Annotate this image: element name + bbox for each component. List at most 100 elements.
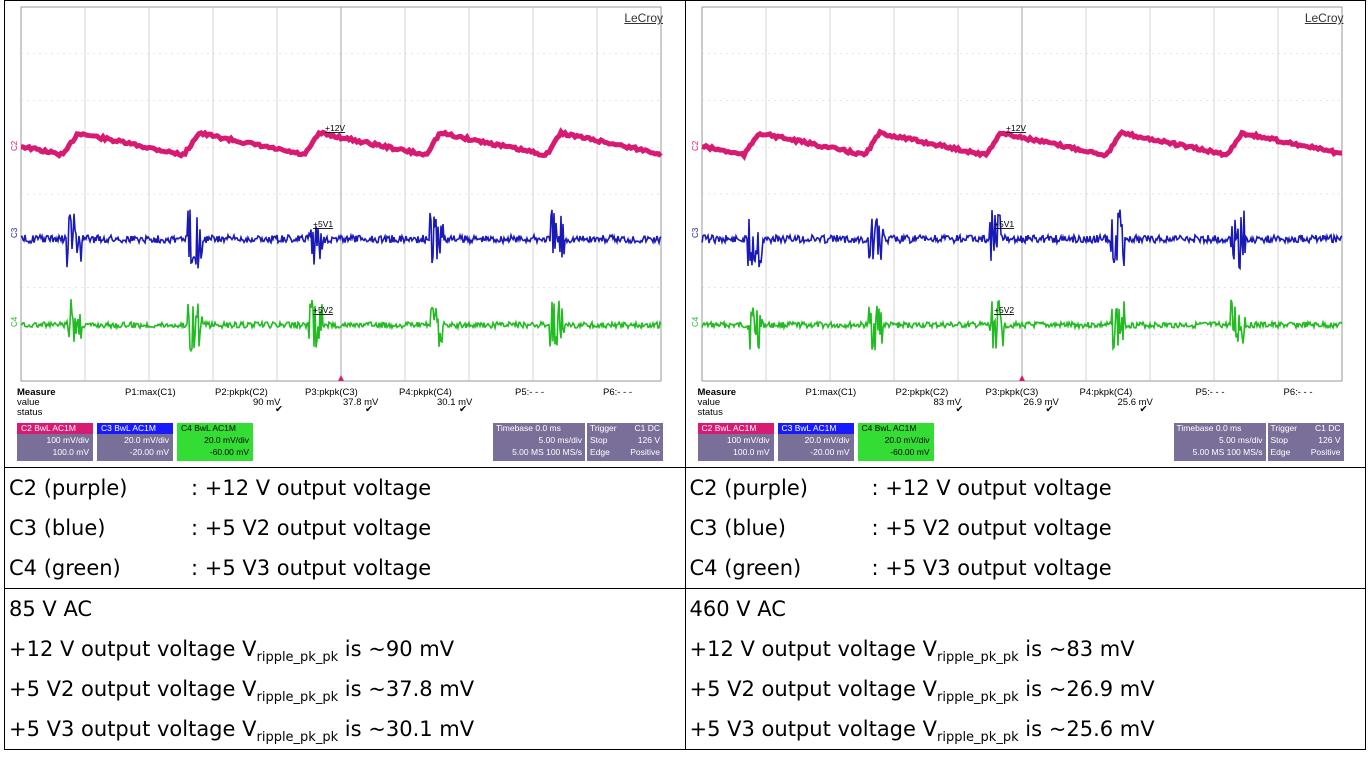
channel-scale: 20.0 mV/div	[884, 435, 930, 445]
trigger-marker	[338, 375, 344, 381]
ripple-subscript: ripple_pk_pk	[936, 650, 1019, 666]
measure-value: 25.6 mV	[1117, 397, 1153, 408]
legend-row: C4 (green) : +5 V3 output voltage	[686, 548, 1366, 588]
channel-marker: C2	[10, 140, 19, 151]
legend-channel: C4 (green)	[689, 556, 802, 580]
legend-cell-left: C2 (purple): +12 V output voltage C3 (bl…	[4, 467, 686, 589]
ripple-text: +5 V3 output voltage V	[689, 717, 937, 741]
condition-cell-left: 85 V AC +12 V output voltage Vripple_pk_…	[4, 588, 686, 750]
legend-channel: C2 (purple)	[9, 476, 128, 500]
status-check-icon: ✔	[459, 404, 467, 415]
trigger-line: Trigger C1 DC	[1270, 423, 1341, 433]
channel-header: C3 BwL AC1M	[777, 423, 854, 434]
channel-box-c4[interactable]: C4 BwL AC1M 20.0 mV/div -60.00 mV	[177, 423, 253, 461]
ripple-subscript: ripple_pk_pk	[936, 730, 1019, 746]
oscilloscope-capture-460vac: C2 C3 C4 +12V +5V1 +5V2 LeCroy Measure P1:max(C1…	[689, 5, 1350, 465]
timebase-line: 5.00 MS 100 MS/s	[1192, 447, 1263, 457]
trigger-line: Edge Positive	[1270, 447, 1341, 457]
ripple-line: +12 V output voltage Vripple_pk_pk is ~8…	[686, 629, 1366, 669]
scope-cell-right: C2 C3 C4 +12V +5V1 +5V2 LeCroy Measure P1:max(C1…	[684, 0, 1366, 468]
measure-value: 37.8 mV	[343, 397, 379, 408]
input-voltage: 85 V AC	[9, 597, 93, 621]
trigger-box[interactable]: Trigger C1 DC Stop 126 V Edge Positive	[587, 423, 663, 461]
scope-screen: C2 C3 C4 +12V +5V1 +5V2	[691, 6, 1343, 382]
condition-cell-right: 460 V AC +12 V output voltage Vripple_pk…	[684, 588, 1366, 750]
measure-param: P1:max(C1)	[125, 387, 176, 398]
ripple-line: +5 V2 output voltage Vripple_pk_pk is ~3…	[5, 669, 685, 709]
trigger-line: Stop 126 V	[1270, 435, 1341, 445]
channel-box-c3[interactable]: C3 BwL AC1M 20.0 mV/div -20.00 mV	[777, 423, 854, 461]
trigger-box[interactable]: Trigger C1 DC Stop 126 V Edge Positive	[1267, 423, 1344, 461]
channel-box-c3[interactable]: C3 BwL AC1M 20.0 mV/div -20.00 mV	[97, 423, 173, 461]
ripple-subscript: ripple_pk_pk	[256, 730, 339, 746]
channel-box-c2[interactable]: C2 BwL AC1M 100 mV/div 100.0 mV	[17, 423, 93, 461]
ripple-subscript: ripple_pk_pk	[256, 650, 339, 666]
legend-channel: C4 (green)	[9, 556, 121, 580]
scope-grid	[21, 7, 661, 381]
trace-5v2	[20, 299, 662, 353]
measure-row-label: status	[17, 407, 43, 418]
timebase-box[interactable]: Timebase 0.0 ms 5.00 ms/div 5.00 MS 100 MS…	[1173, 423, 1266, 461]
status-check-icon: ✔	[1139, 404, 1148, 415]
channel-header: C4 BwL AC1M	[857, 423, 934, 434]
channel-offset: -60.00 mV	[209, 447, 249, 457]
channel-marker: C4	[691, 316, 700, 327]
measure-param: P4:pkpk(C4)	[1079, 387, 1133, 398]
legend-desc: : +5 V3 output voltage	[871, 556, 1112, 580]
timebase-line: 5.00 MS 100 MS/s	[512, 447, 582, 457]
trigger-line: Stop 126 V	[590, 435, 660, 445]
measure-row-label: value	[17, 397, 40, 408]
status-check-icon: ✔	[365, 404, 373, 415]
channel-offset: -20.00 mV	[129, 447, 169, 457]
trace-label: +5V1	[313, 219, 333, 229]
timebase-line: Timebase 0.0 ms	[496, 423, 561, 433]
measure-param: P6:- - -	[1283, 387, 1313, 398]
trace-label: +5V2	[994, 305, 1014, 315]
ripple-text: +12 V output voltage V	[9, 637, 257, 661]
legend-row: C2 (purple): +12 V output voltage	[686, 468, 1366, 508]
channel-header: C2 BwL AC1M	[697, 423, 774, 434]
legend-row: C3 (blue): +5 V2 output voltage	[5, 508, 685, 548]
status-check-icon: ✔	[1045, 404, 1054, 415]
measure-param: P1:max(C1)	[805, 387, 857, 398]
measure-panel: Measure P1:max(C1) P2:pkpk(C2) P3:pkpk(C3) P…	[697, 387, 1346, 418]
lecroy-logo: LeCroy	[1304, 11, 1344, 25]
trace-12v	[20, 127, 663, 159]
ripple-subscript: ripple_pk_pk	[256, 690, 339, 706]
measure-row-label: value	[697, 397, 721, 408]
measure-value: 30.1 mV	[437, 397, 473, 408]
measure-title: Measure	[697, 387, 737, 398]
measure-row-label: status	[697, 407, 723, 418]
timebase-line: 5.00 ms/div	[538, 435, 582, 445]
measure-param: P6:- - -	[603, 387, 633, 398]
ripple-text: +5 V2 output voltage V	[9, 677, 257, 701]
measure-panel: Measure P1:max(C1) P2:pkpk(C2) P3:pkpk(C3) P…	[17, 387, 665, 418]
ripple-text: +5 V3 output voltage V	[9, 717, 257, 741]
legend-row: C3 (blue): +5 V2 output voltage	[686, 508, 1366, 548]
results-table: C2 C3 C4 +12V +5V1 +5V2 LeCroy Measure P1:max(C1…	[4, 0, 1366, 750]
ripple-value: is ~37.8 mV	[338, 677, 475, 701]
channel-box-c2[interactable]: C2 BwL AC1M 100 mV/div 100.0 mV	[697, 423, 774, 461]
timebase-box[interactable]: Timebase 0.0 ms 5.00 ms/div 5.00 MS 100 MS…	[493, 423, 585, 461]
scope-screen: C2 C3 C4 +12V +5V1 +5V2	[10, 6, 663, 382]
channel-scale: 100 mV/div	[46, 435, 89, 445]
legend-row: C4 (green) : +5 V3 output voltage	[5, 548, 685, 588]
legend-desc: : +5 V3 output voltage	[191, 556, 432, 580]
status-check-icon: ✔	[275, 404, 283, 415]
status-check-icon: ✔	[955, 404, 964, 415]
ripple-line: +12 V output voltage Vripple_pk_pk is ~9…	[5, 629, 685, 669]
trigger-marker	[1018, 375, 1025, 381]
legend-channel: C2 (purple)	[689, 476, 808, 500]
trace-label: +12V	[1006, 123, 1026, 133]
measure-value: 90 mV	[253, 397, 281, 408]
channel-header: C2 BwL AC1M	[17, 423, 93, 434]
channel-box-c4[interactable]: C4 BwL AC1M 20.0 mV/div -60.00 mV	[857, 423, 934, 461]
measure-param: P4:pkpk(C4)	[399, 387, 452, 398]
ripple-text: +5 V2 output voltage V	[689, 677, 937, 701]
ripple-value: is ~30.1 mV	[338, 717, 475, 741]
timebase-line: 5.00 ms/div	[1219, 435, 1263, 445]
ripple-subscript: ripple_pk_pk	[936, 690, 1019, 706]
channel-header: C4 BwL AC1M	[177, 423, 253, 434]
timebase-line: Timebase 0.0 ms	[1176, 423, 1242, 433]
measure-param: P5:- - -	[515, 387, 545, 398]
